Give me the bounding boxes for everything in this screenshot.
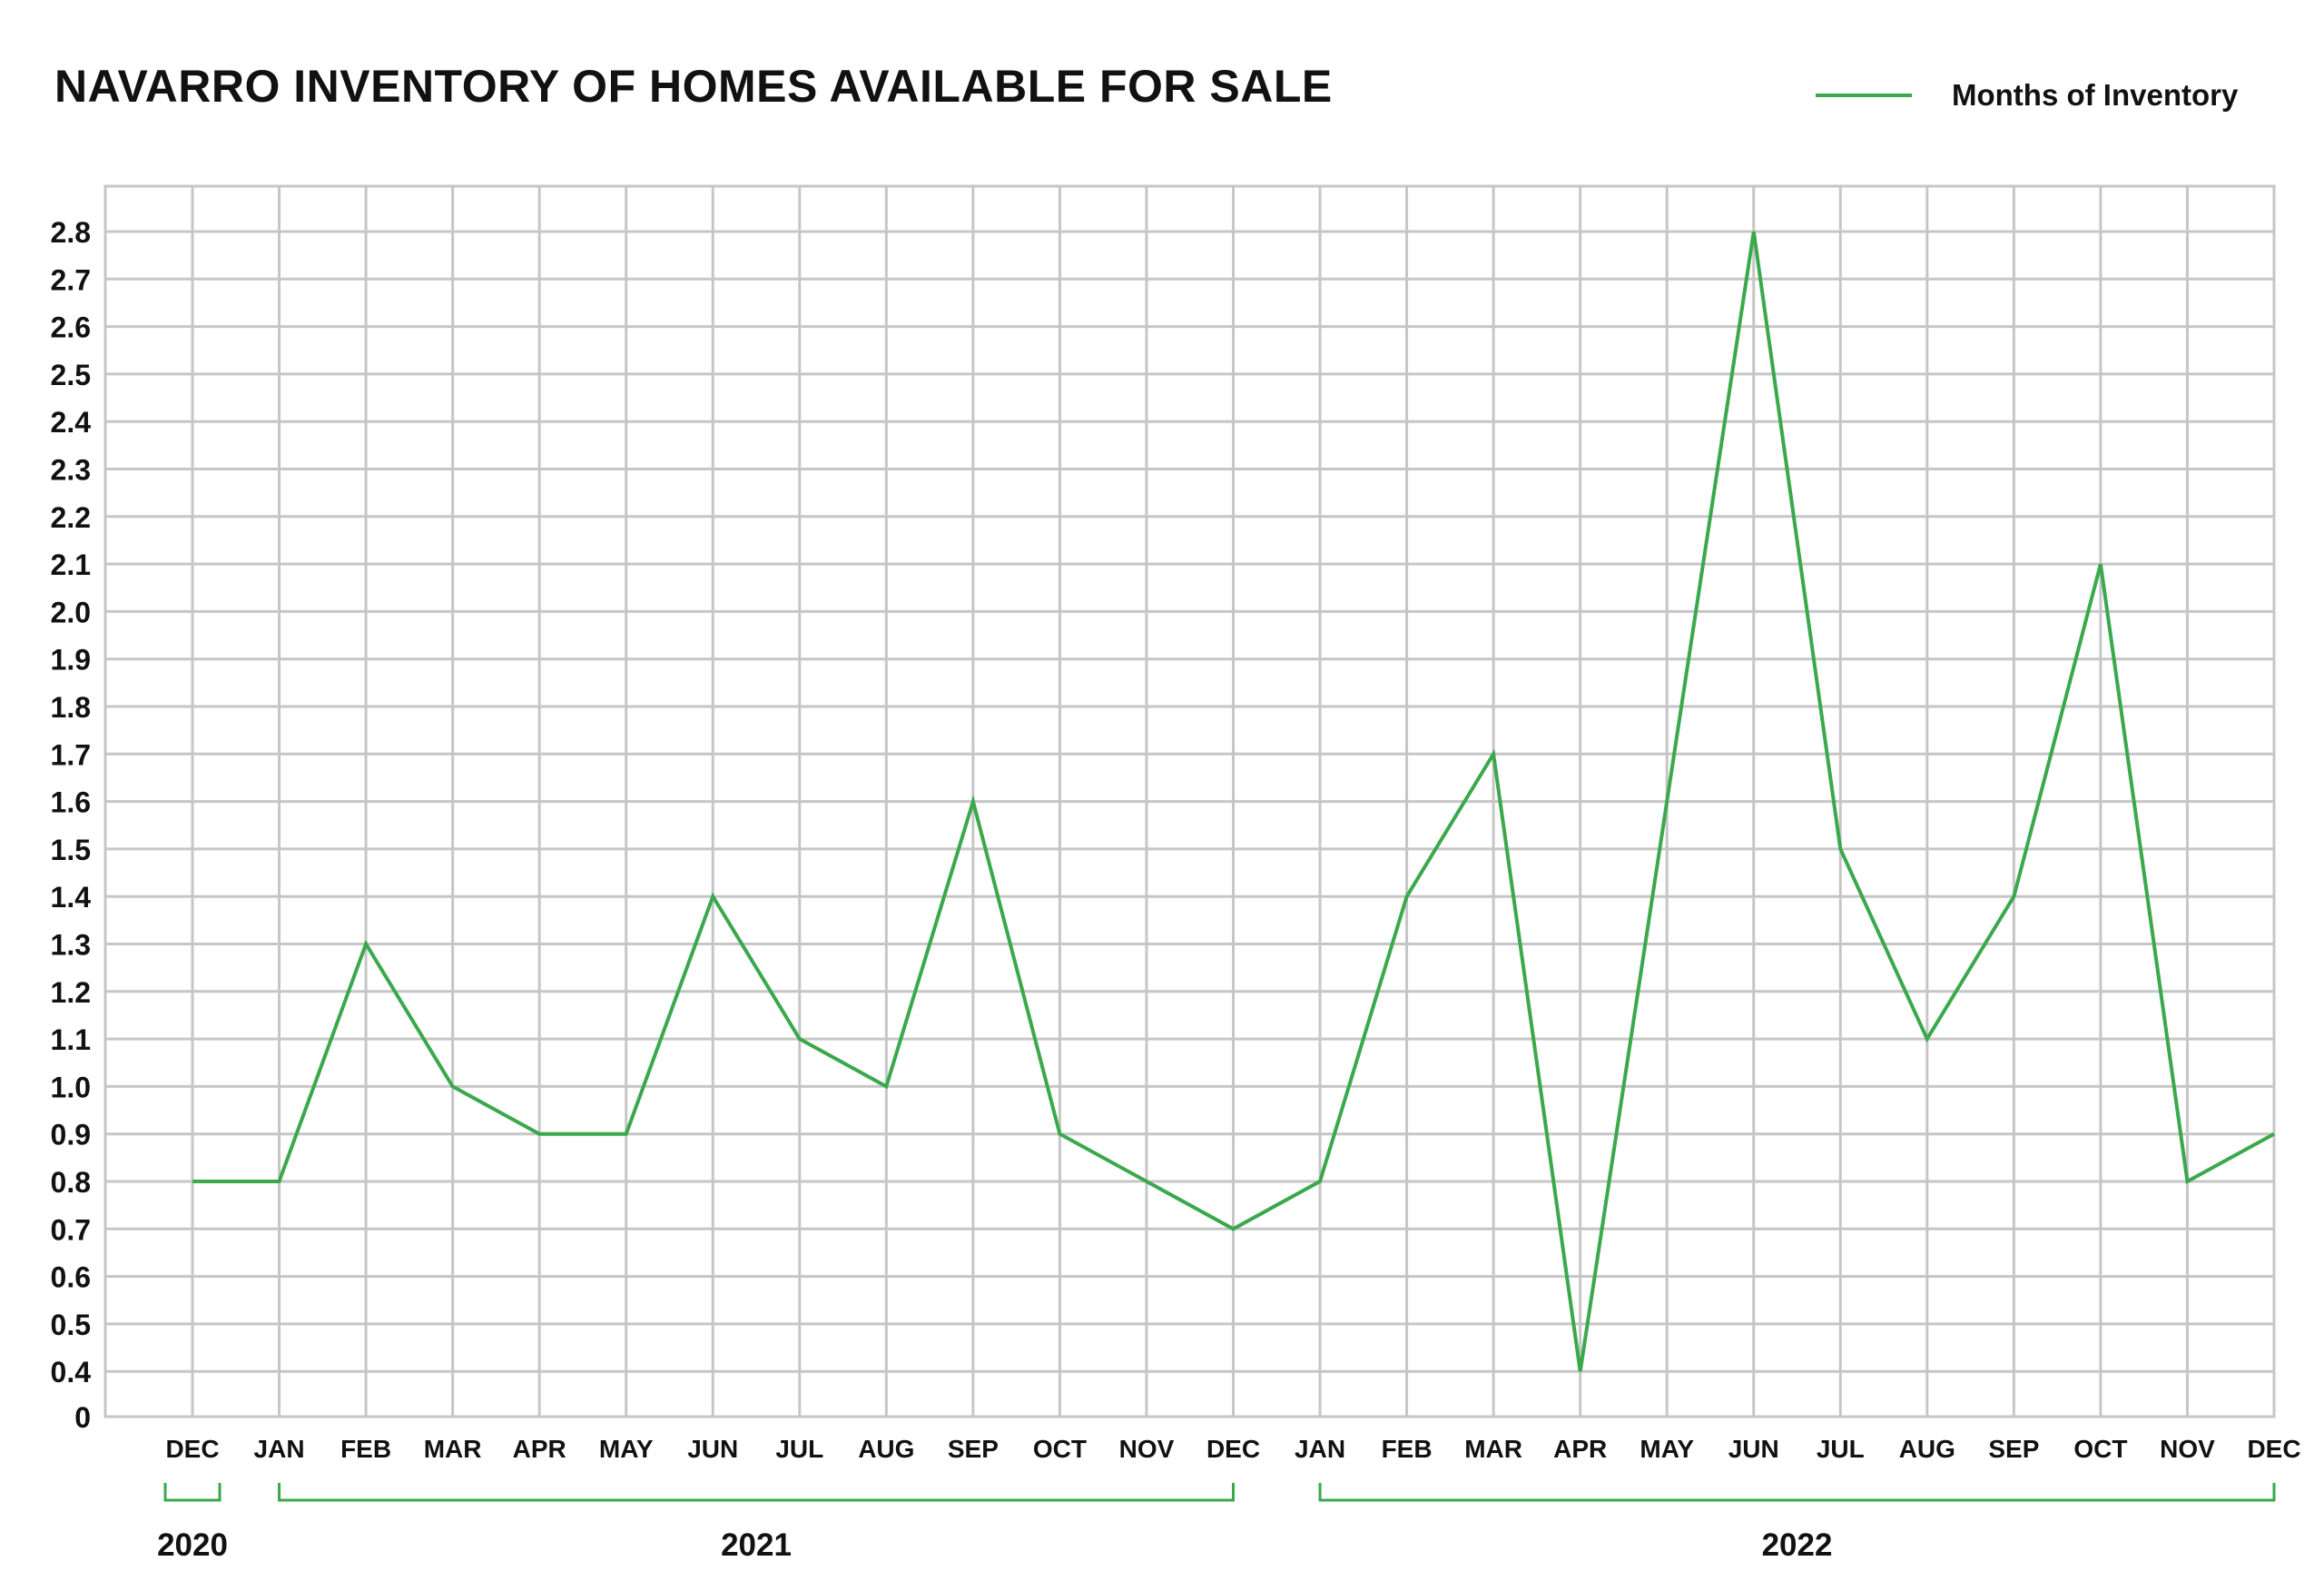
series-layer	[192, 231, 2275, 1372]
y-tick-label: 0.5	[51, 1309, 91, 1341]
y-tick-label: 2.7	[51, 263, 91, 296]
year-label: 2021	[721, 1527, 792, 1563]
x-tick-label: JUL	[1817, 1435, 1865, 1463]
y-tick-label: 1.4	[51, 881, 92, 914]
x-tick-label: FEB	[340, 1435, 391, 1463]
x-tick-label: FEB	[1382, 1435, 1433, 1463]
y-tick-label: 2.6	[51, 311, 91, 344]
series-line-months-of-inventory	[192, 231, 2275, 1372]
year-label: 2022	[1762, 1527, 1833, 1563]
y-tick-label: 1.9	[51, 644, 91, 677]
x-tick-label: MAR	[424, 1435, 482, 1463]
x-tick-label: AUG	[1899, 1435, 1955, 1463]
x-tick-label: OCT	[2073, 1435, 2127, 1463]
year-bracket	[278, 1483, 1235, 1502]
legend-line-swatch	[1816, 94, 1912, 97]
y-tick-label: 1.5	[51, 834, 91, 866]
grid-lines	[103, 184, 2276, 1418]
y-tick-label: 2.8	[51, 216, 91, 249]
y-tick-label: 1.3	[51, 929, 91, 962]
year-bracket	[1318, 1483, 2276, 1502]
y-tick-label: 0.4	[51, 1356, 92, 1388]
y-tick-label: 0.8	[51, 1166, 91, 1199]
y-tick-label: 1.1	[51, 1023, 91, 1056]
x-tick-label: SEP	[1988, 1435, 2039, 1463]
y-tick-label: 2.1	[51, 548, 91, 581]
x-tick-label: DEC	[2247, 1435, 2300, 1463]
chart-title: NAVARRO INVENTORY OF HOMES AVAILABLE FOR…	[54, 61, 1333, 112]
y-axis-ticks: 0 0.4 0.5 0.6 0.7 0.8 0.9 1.0 1.1 1.2 1.3 1.4 1.5 1.6…	[51, 216, 92, 1434]
y-tick-label: 0	[74, 1401, 91, 1434]
y-tick-label: 0.6	[51, 1261, 91, 1294]
x-tick-label: JUN	[687, 1435, 738, 1463]
x-tick-label: MAR	[1464, 1435, 1522, 1463]
y-tick-label: 1.0	[51, 1071, 91, 1103]
x-axis-ticks: DEC JAN FEB MAR APR MAY JUN JUL AUG SEP OCT NOV DEC J…	[165, 1435, 2300, 1463]
x-tick-label: NOV	[1119, 1435, 1175, 1463]
year-group-brackets: 2020 2021 2022	[157, 1483, 2276, 1563]
y-tick-label: 0.9	[51, 1119, 91, 1151]
x-tick-label: APR	[1553, 1435, 1607, 1463]
legend: Months of Inventory	[1816, 73, 2238, 118]
x-tick-label: MAY	[1640, 1435, 1694, 1463]
y-tick-label: 2.4	[51, 406, 92, 439]
y-tick-label: 2.5	[51, 359, 91, 391]
x-tick-label: DEC	[165, 1435, 219, 1463]
x-tick-label: OCT	[1033, 1435, 1087, 1463]
x-tick-label: DEC	[1206, 1435, 1260, 1463]
y-tick-label: 1.2	[51, 976, 91, 1009]
y-tick-label: 1.8	[51, 691, 91, 724]
y-tick-label: 1.7	[51, 738, 91, 771]
x-tick-label: MAY	[599, 1435, 654, 1463]
x-tick-label: JUN	[1728, 1435, 1779, 1463]
legend-label: Months of Inventory	[1952, 78, 2239, 112]
y-tick-label: 2.0	[51, 596, 91, 628]
year-label: 2020	[157, 1527, 228, 1563]
x-tick-label: NOV	[2160, 1435, 2215, 1463]
y-tick-label: 1.6	[51, 786, 91, 819]
x-tick-label: AUG	[858, 1435, 914, 1463]
y-tick-label: 2.2	[51, 501, 91, 534]
x-tick-label: JUL	[775, 1435, 823, 1463]
year-bracket	[163, 1483, 222, 1502]
y-tick-label: 2.3	[51, 454, 91, 487]
x-tick-label: JAN	[1295, 1435, 1345, 1463]
x-tick-label: APR	[513, 1435, 566, 1463]
x-tick-label: JAN	[254, 1435, 305, 1463]
y-tick-label: 0.7	[51, 1213, 91, 1246]
x-tick-label: SEP	[948, 1435, 999, 1463]
